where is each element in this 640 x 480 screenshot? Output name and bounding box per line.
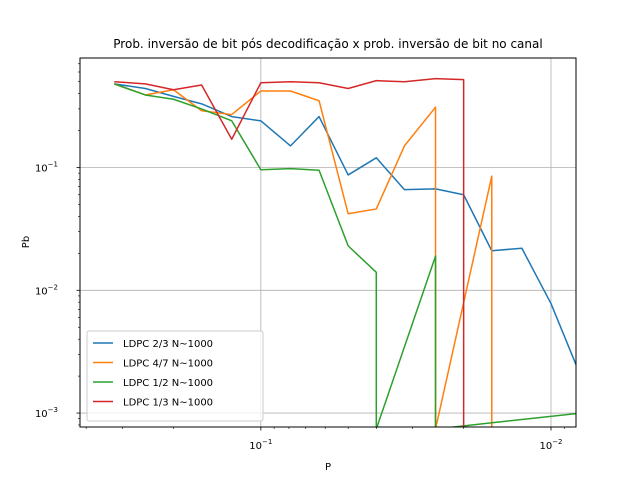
y-tick-label: 10−3 [35,406,58,420]
plot-frame [79,57,577,428]
y-tick-base: 10 [35,409,48,420]
legend-box [86,330,264,422]
series-line-1 [114,83,576,367]
y-tick-exponent: −3 [48,406,58,414]
series-layer [114,77,576,427]
tick-labels: 10−1 10−210−310−210−1 [35,161,563,452]
y-tick-exponent: −1 [48,161,58,169]
y-tick-base: 10 [35,286,48,297]
x-tick-label: 10−2 [539,438,562,452]
y-tick-label: 10−2 [35,283,58,297]
chart-title: Prob. inversão de bit pós decodificação … [113,37,542,51]
legend-label: LDPC 4/7 N~1000 [123,359,213,370]
major-ticks [76,167,552,431]
y-tick-base: 10 [35,164,48,175]
series-line-4 [114,77,465,427]
x-tick-base: 10 [539,441,552,452]
legend-label: LDPC 1/3 N~1000 [123,398,213,409]
legend: LDPC 2/3 N~1000 LDPC 4/7 N~1000 LDPC 1/2 N… [86,330,264,422]
x-tick-exponent: −1 [262,438,272,446]
y-tick-exponent: −2 [48,283,58,291]
legend-label: LDPC 1/2 N~1000 [123,378,213,389]
series-line-3 [114,83,576,427]
grid-lines [80,58,576,427]
y-axis-title: Pb [21,236,32,248]
x-axis-title: P [325,462,331,473]
legend-label: LDPC 2/3 N~1000 [123,339,213,350]
x-tick-base: 10 [249,441,262,452]
x-tick-label: 10−1 [249,438,272,452]
y-tick-label: 10−1 [35,161,58,175]
x-tick-exponent: −2 [552,438,562,446]
